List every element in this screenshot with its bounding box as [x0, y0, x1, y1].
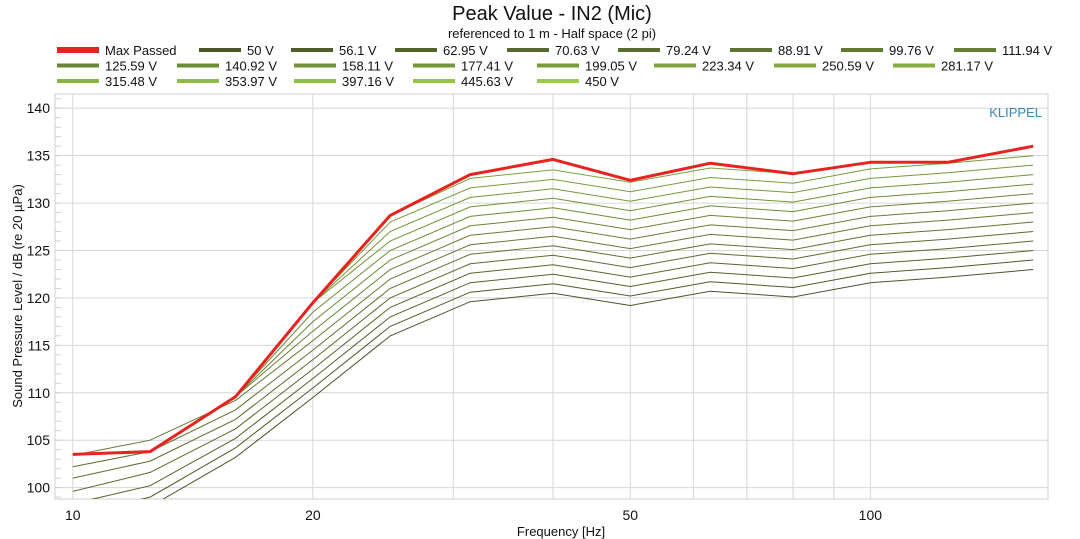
- legend-item: 445.63 V: [413, 74, 513, 89]
- plot-area: [54, 93, 1049, 500]
- legend-swatch: [507, 48, 549, 52]
- legend-label: 99.76 V: [889, 43, 934, 58]
- legend-item: 250.59 V: [774, 59, 874, 74]
- legend: Max Passed 50 V 56.1 V 62.95 V 70.63 V 79.24 …: [57, 43, 1052, 89]
- legend-item: 223.34 V: [654, 59, 754, 74]
- legend-label: 125.59 V: [105, 59, 157, 74]
- legend-swatch: [654, 63, 696, 68]
- series-line-56-1-V: [140, 259, 1034, 499]
- legend-label: 158.11 V: [342, 59, 393, 74]
- legend-label: 177.41 V: [461, 59, 513, 74]
- legend-swatch: [774, 63, 816, 68]
- legend-item: 50 V: [199, 43, 274, 58]
- y-tick-label: 100: [27, 480, 51, 496]
- x-tick-label: 10: [65, 507, 81, 523]
- legend-swatch: [294, 79, 336, 83]
- chart-title: Peak Value - IN2 (Mic): [452, 3, 652, 25]
- series-line-88-91-V: [72, 221, 1034, 468]
- x-tick-label: 20: [305, 507, 321, 523]
- x-tick-label: 100: [859, 507, 883, 523]
- legend-item: 140.92 V: [177, 59, 277, 74]
- legend-item: Max Passed: [57, 43, 177, 58]
- series-line-70-63-V: [72, 240, 1034, 492]
- y-tick-label: 135: [27, 148, 51, 164]
- chart-subtitle: referenced to 1 m - Half space (2 pi): [448, 26, 656, 41]
- legend-item: 111.94 V: [954, 43, 1052, 58]
- legend-item: 397.16 V: [294, 74, 394, 89]
- legend-label: 315.48 V: [105, 74, 157, 89]
- legend-label: 199.05 V: [585, 59, 637, 74]
- y-tick-label: 140: [27, 100, 51, 116]
- legend-item: 450 V: [537, 74, 619, 89]
- y-tick-label: 105: [27, 432, 51, 448]
- legend-label: 88.91 V: [778, 43, 823, 58]
- legend-label: 250.59 V: [822, 59, 874, 74]
- legend-label: Max Passed: [105, 43, 177, 58]
- legend-swatch: [413, 63, 455, 68]
- y-axis-label: Sound Pressure Level / dB (re 20 µPa): [10, 184, 25, 408]
- legend-swatch: [395, 48, 437, 52]
- legend-swatch: [291, 48, 333, 52]
- legend-item: 88.91 V: [730, 43, 823, 58]
- legend-item: 158.11 V: [294, 59, 393, 74]
- legend-label: 70.63 V: [555, 43, 600, 58]
- legend-item: 62.95 V: [395, 43, 488, 58]
- legend-item: 79.24 V: [618, 43, 711, 58]
- legend-label: 140.92 V: [225, 59, 277, 74]
- legend-label: 50 V: [247, 43, 274, 58]
- legend-swatch: [57, 47, 99, 53]
- watermark-klippel: KLIPPEL: [989, 105, 1042, 120]
- legend-swatch: [954, 48, 996, 52]
- legend-swatch: [294, 63, 336, 68]
- x-tick-label: 50: [622, 507, 638, 523]
- legend-swatch: [537, 79, 579, 83]
- legend-item: 353.97 V: [177, 74, 277, 89]
- legend-item: 281.17 V: [893, 59, 993, 74]
- legend-label: 353.97 V: [225, 74, 277, 89]
- grid: [55, 94, 1048, 499]
- legend-swatch: [199, 48, 241, 52]
- legend-item: 177.41 V: [413, 59, 513, 74]
- legend-label: 450 V: [585, 74, 619, 89]
- y-tick-label: 115: [28, 337, 51, 353]
- legend-swatch: [730, 48, 772, 52]
- series-lines: [72, 144, 1034, 499]
- legend-item: 99.76 V: [841, 43, 934, 58]
- legend-label: 62.95 V: [443, 43, 488, 58]
- y-tick-label: 125: [27, 242, 51, 258]
- legend-swatch: [537, 63, 579, 68]
- y-tick-label: 110: [28, 385, 51, 401]
- legend-swatch: [57, 63, 99, 68]
- legend-item: 315.48 V: [57, 74, 157, 89]
- legend-swatch: [618, 48, 660, 52]
- legend-swatch: [177, 79, 219, 83]
- legend-item: 70.63 V: [507, 43, 600, 58]
- axis-ticks: 100 105 110 115 120 125 130 135 140 10 20 50 100: [27, 98, 883, 523]
- legend-label: 56.1 V: [339, 43, 377, 58]
- legend-swatch: [841, 48, 883, 52]
- legend-item: 125.59 V: [57, 59, 157, 74]
- x-axis-label: Frequency [Hz]: [517, 524, 605, 539]
- y-tick-label: 130: [27, 195, 51, 211]
- legend-label: 281.17 V: [941, 59, 993, 74]
- series-line-50-V: [162, 269, 1034, 499]
- legend-swatch: [177, 63, 219, 68]
- legend-swatch: [57, 79, 99, 83]
- y-tick-label: 120: [27, 290, 51, 306]
- legend-label: 445.63 V: [461, 74, 513, 89]
- legend-item: 199.05 V: [537, 59, 637, 74]
- legend-label: 397.16 V: [342, 74, 394, 89]
- legend-swatch: [413, 79, 455, 83]
- legend-label: 79.24 V: [666, 43, 711, 58]
- legend-swatch: [893, 63, 935, 68]
- series-line-max-passed: [72, 144, 1034, 456]
- legend-item: 56.1 V: [291, 43, 377, 58]
- series-line-79-24-V: [72, 231, 1034, 479]
- series-line-99-76-V: [72, 212, 1034, 456]
- legend-label: 223.34 V: [702, 59, 754, 74]
- series-line-62-95-V: [90, 250, 1034, 499]
- legend-label: 111.94 V: [1002, 43, 1052, 58]
